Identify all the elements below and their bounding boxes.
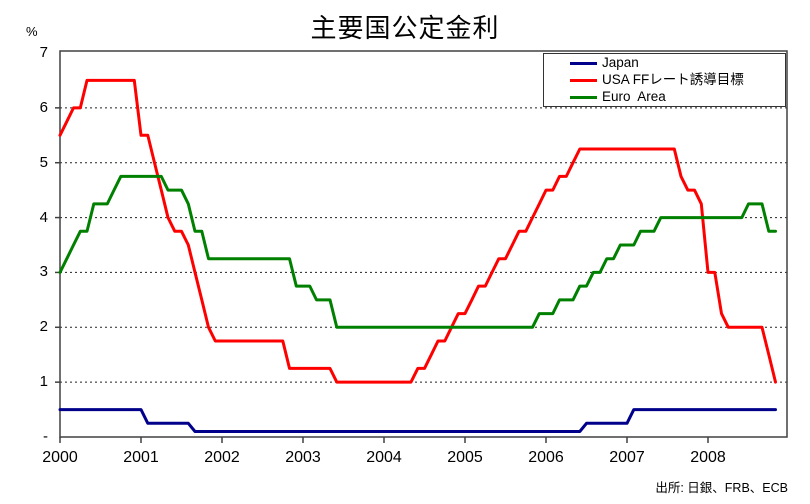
plot-border — [59, 50, 788, 438]
legend-item-euro-area: Euro Area — [570, 89, 785, 105]
y-tick-label-1: 1 — [39, 373, 48, 391]
x-tick-label-2004: 2004 — [366, 449, 402, 466]
x-tick-label-2005: 2005 — [447, 449, 483, 466]
legend-line-swatch — [570, 61, 597, 65]
legend: Japan USA FFレート誘導目標 Euro Area — [543, 53, 786, 107]
series-line-usa-ffレート誘導目標 — [58, 78, 777, 384]
legend-item-usa-ffレート誘導目標: USA FFレート誘導目標 — [570, 72, 785, 88]
x-tick-label-2006: 2006 — [528, 449, 564, 466]
chart-title: 主要国公定金利 — [310, 13, 500, 43]
legend-label: Japan — [602, 55, 639, 70]
y-axis-unit-label: % — [26, 24, 38, 39]
x-tick-label-2001: 2001 — [123, 449, 159, 466]
y-tick-label-2: 2 — [39, 318, 48, 336]
series-line-japan — [58, 408, 777, 433]
legend-label: Euro Area — [602, 89, 666, 104]
y-tick-label-3: 3 — [39, 263, 48, 281]
x-tick-label-2000: 2000 — [42, 449, 78, 466]
source-note: 出所: 日銀、FRB、ECB — [655, 481, 788, 495]
x-tick-label-2002: 2002 — [204, 449, 240, 466]
series-line-euro-area — [58, 174, 777, 329]
y-tick-label--: - — [43, 428, 48, 445]
legend-item-japan: Japan — [570, 55, 785, 71]
legend-line-swatch — [570, 95, 597, 99]
x-tick-label-2007: 2007 — [609, 449, 645, 466]
legend-line-swatch — [570, 78, 597, 82]
y-tick-label-5: 5 — [39, 153, 48, 171]
y-tick-label-4: 4 — [39, 208, 48, 226]
legend-label: USA FFレート誘導目標 — [602, 72, 744, 87]
y-tick-label-6: 6 — [39, 98, 48, 116]
x-tick-label-2008: 2008 — [690, 449, 726, 466]
y-tick-label-7: 7 — [39, 44, 48, 61]
x-tick-label-2003: 2003 — [285, 449, 321, 466]
